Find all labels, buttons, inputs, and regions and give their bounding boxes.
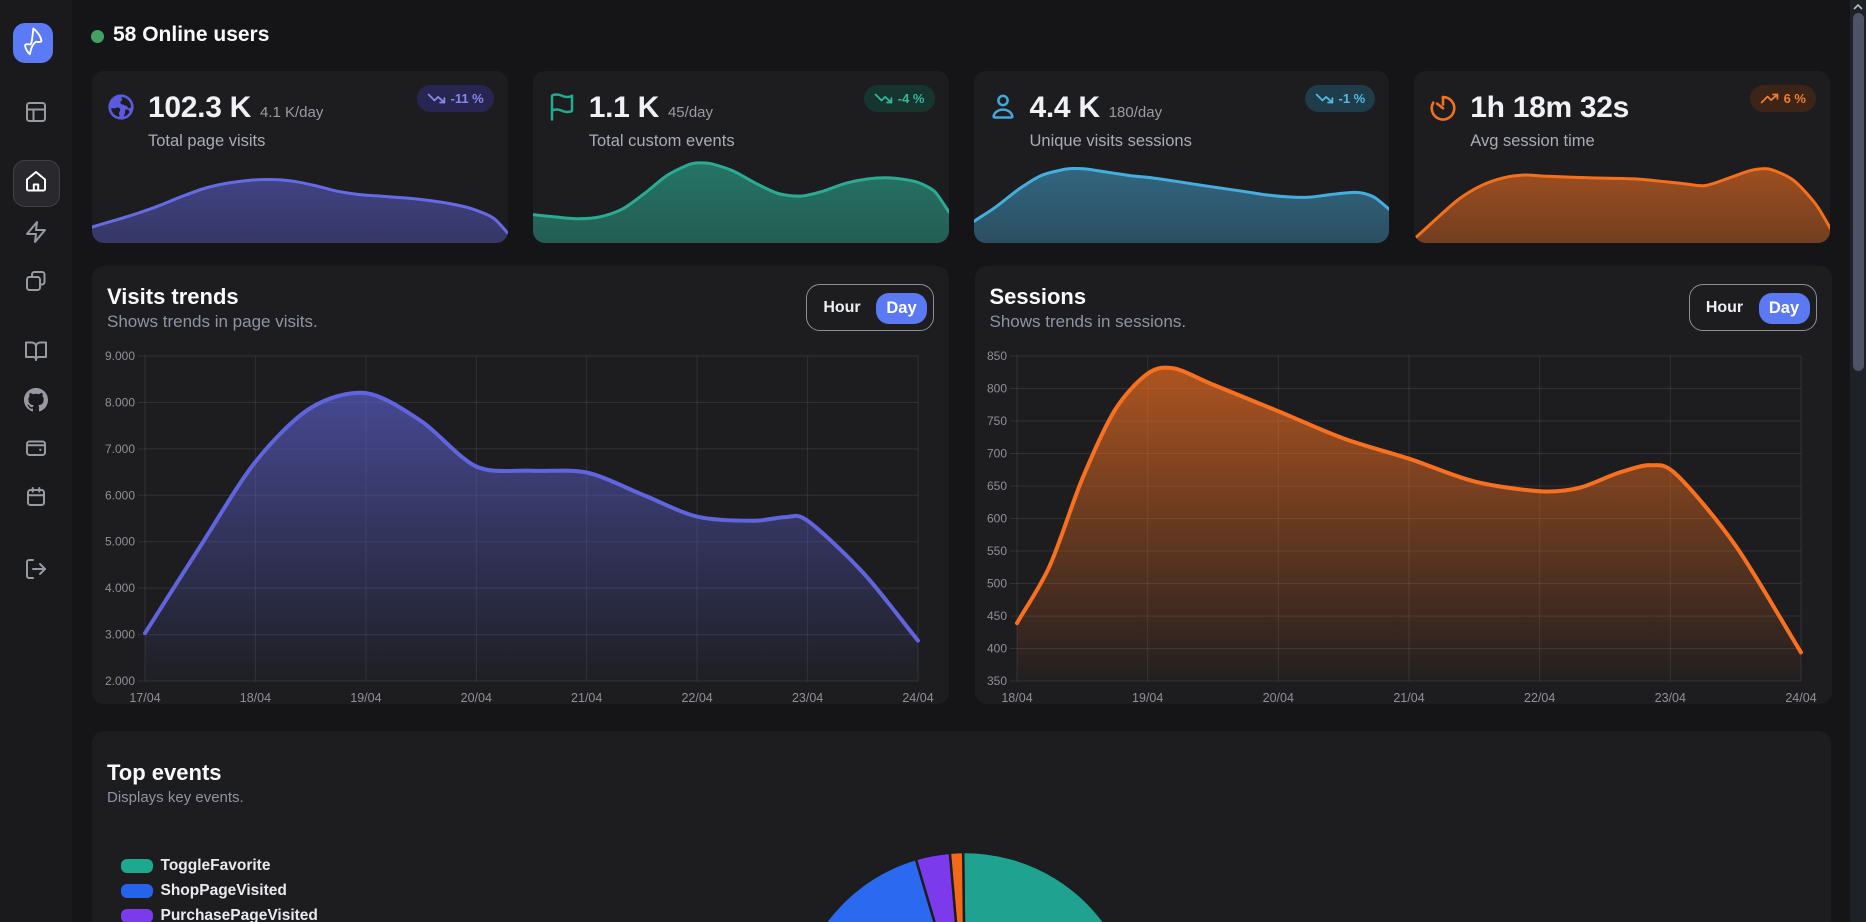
svg-text:9.000: 9.000	[105, 349, 135, 363]
svg-text:650: 650	[986, 479, 1006, 493]
svg-text:800: 800	[986, 382, 1006, 396]
svg-text:350: 350	[986, 674, 1006, 688]
svg-text:7.000: 7.000	[105, 442, 135, 456]
svg-text:500: 500	[986, 577, 1006, 591]
svg-text:18/04: 18/04	[1001, 691, 1032, 704]
svg-text:22/04: 22/04	[1524, 691, 1555, 704]
svg-text:850: 850	[986, 349, 1006, 363]
svg-text:550: 550	[986, 544, 1006, 558]
svg-text:18/04: 18/04	[240, 691, 271, 704]
svg-text:4.000: 4.000	[105, 581, 135, 595]
svg-text:2.000: 2.000	[105, 674, 135, 688]
svg-text:450: 450	[986, 609, 1006, 623]
svg-text:8.000: 8.000	[105, 395, 135, 409]
svg-text:24/04: 24/04	[902, 691, 933, 704]
svg-text:24/04: 24/04	[1785, 691, 1816, 704]
svg-text:6.000: 6.000	[105, 488, 135, 502]
svg-text:700: 700	[986, 447, 1006, 461]
svg-text:19/04: 19/04	[1132, 691, 1163, 704]
svg-text:3.000: 3.000	[105, 628, 135, 642]
svg-text:21/04: 21/04	[571, 691, 602, 704]
svg-text:750: 750	[986, 414, 1006, 428]
svg-text:22/04: 22/04	[681, 691, 712, 704]
svg-text:20/04: 20/04	[1262, 691, 1293, 704]
svg-text:5.000: 5.000	[105, 535, 135, 549]
svg-text:400: 400	[986, 642, 1006, 656]
svg-text:17/04: 17/04	[129, 691, 160, 704]
svg-text:23/04: 23/04	[792, 691, 823, 704]
svg-text:20/04: 20/04	[461, 691, 492, 704]
svg-text:23/04: 23/04	[1654, 691, 1685, 704]
svg-text:19/04: 19/04	[350, 691, 381, 704]
svg-text:21/04: 21/04	[1393, 691, 1424, 704]
svg-text:600: 600	[986, 512, 1006, 526]
